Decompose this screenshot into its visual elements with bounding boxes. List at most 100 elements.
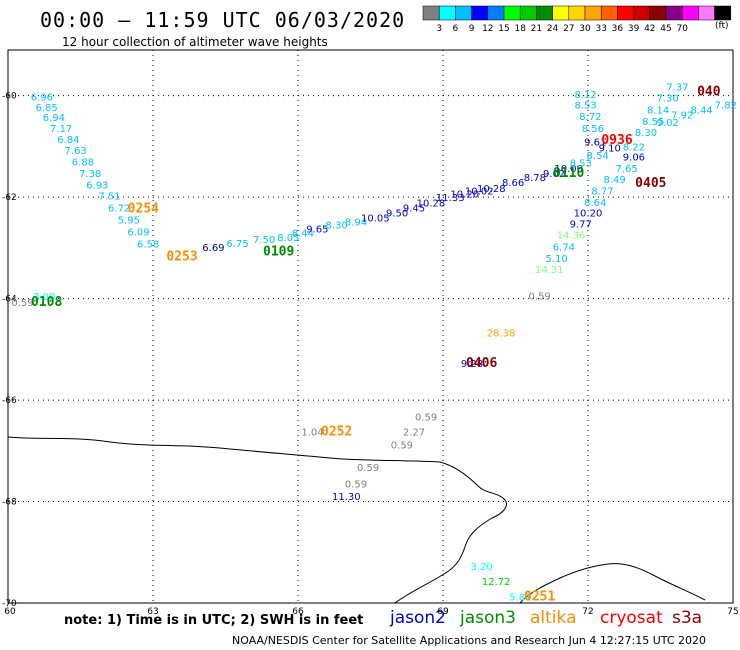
wave-height-value: 28.38	[487, 329, 516, 340]
pass-time-label: 040	[697, 85, 721, 100]
wave-height-value: 12.72	[482, 577, 511, 588]
wave-height-value: 6.88	[72, 158, 94, 169]
map-frame	[7, 49, 734, 604]
map-title: 00:00 – 11:59 UTC 06/03/2020	[40, 8, 406, 32]
wave-height-value: 7.63	[65, 146, 87, 157]
wave-height-value: 3.00	[33, 292, 55, 303]
wave-height-value: 6.84	[57, 135, 79, 146]
pass-time-label: 0252	[321, 425, 352, 440]
pass-time-label: 0406	[466, 356, 497, 371]
colorbar-swatch	[665, 5, 683, 21]
colorbar: 3 6 9 12 15 18 21 24 27 30 33 36 39 42 45 70	[422, 5, 732, 34]
wave-height-value: 6.94	[43, 113, 65, 124]
wave-height-value: 0.59	[391, 440, 413, 451]
lat-tick-label: -66	[2, 396, 17, 406]
lat-tick-label: -68	[2, 498, 17, 508]
colorbar-label: 24	[547, 24, 559, 34]
colorbar-swatch	[568, 5, 586, 21]
wave-height-value: 8.56	[582, 124, 604, 135]
mission-jason3: jason3	[460, 608, 516, 628]
wave-height-value: 10.20	[450, 190, 479, 201]
wave-height-value: 2.27	[403, 428, 425, 439]
wave-height-value: 8.30	[635, 128, 657, 139]
wave-height-value: 5.95	[118, 216, 140, 227]
wave-height-value: 9.06	[623, 153, 645, 164]
colorbar-label: 70	[676, 24, 688, 34]
wave-height-value: 6.75	[226, 239, 248, 250]
wave-height-value: 10.28	[417, 198, 446, 209]
axis-ticks: 60 63 66 69 72 75 -60 -62 -64 -66 -68 -70	[2, 92, 739, 617]
wave-height-value: 8.14	[647, 105, 669, 116]
coastline	[7, 436, 706, 604]
wave-height-value: 6.96	[31, 93, 53, 104]
wave-height-value: 10.00	[554, 164, 583, 175]
mission-s3a: s3a	[672, 608, 703, 628]
footer-credit: NOAA/NESDIS Center for Satellite Applica…	[232, 634, 707, 647]
pass-time-label: 0110	[553, 166, 584, 181]
wave-height-value: 8.66	[502, 178, 524, 189]
lon-tick-label: 63	[147, 607, 158, 617]
colorbar-label: 33	[595, 24, 606, 34]
colorbar-swatch	[714, 5, 732, 21]
colorbar-label: 9	[469, 24, 475, 34]
wave-height-value: 8.49	[603, 175, 625, 186]
wave-height-value: 6.69	[202, 243, 224, 254]
wave-height-value: 6.72	[108, 203, 130, 214]
wave-height-value: 9.45	[403, 203, 425, 214]
lon-tick-label: 66	[292, 607, 304, 617]
wave-height-value: 0.59	[345, 479, 367, 490]
lon-tick-label: 75	[727, 607, 738, 617]
colorbar-swatch	[519, 5, 537, 21]
pass-time-label: 0251	[524, 589, 555, 604]
lat-tick-label: -60	[2, 92, 17, 102]
wave-height-value: 7.65	[616, 164, 638, 175]
colorbar-label: 3	[436, 24, 442, 34]
wave-height-value: 7.92	[671, 110, 693, 121]
wave-height-value: 7.82	[715, 100, 737, 111]
colorbar-unit: (ft)	[715, 21, 729, 31]
wave-height-value: 8.64	[584, 198, 606, 209]
wave-height-value: 10.28	[477, 184, 506, 195]
pass-time-label: 0108	[31, 295, 62, 310]
wave-height-value: 6.85	[36, 103, 58, 114]
pass-time-labels: 0254 0253 0109 0108 0110 0936 0405 040 0406 0252 0…	[31, 85, 721, 605]
colorbar-swatch	[698, 5, 715, 21]
wave-height-value: 9.77	[570, 220, 592, 231]
colorbar-swatch	[438, 5, 456, 21]
colorbar-swatch	[455, 5, 472, 21]
wave-height-value: 9.61	[584, 137, 606, 148]
map-subtitle: 12 hour collection of altimeter wave hei…	[62, 35, 328, 49]
wave-height-value: 8.54	[587, 151, 609, 162]
colorbar-swatch	[617, 5, 634, 21]
wave-height-value: 5.10	[545, 254, 567, 265]
wave-height-value: 9.02	[657, 118, 679, 129]
colorbar-swatch	[487, 5, 505, 21]
wave-height-value: 0.59	[357, 463, 379, 474]
lon-tick-label: 69	[437, 607, 449, 617]
colorbar-label: 21	[531, 24, 542, 34]
colorbar-swatch	[633, 5, 651, 21]
footer-note: note: 1) Time is in UTC; 2) SWH is in fe…	[64, 613, 364, 628]
wave-height-value: 8.53	[570, 159, 592, 170]
colorbar-label: 12	[482, 24, 493, 34]
wave-height-value: 9.28	[461, 359, 483, 370]
wave-height-value: 0.59	[415, 412, 437, 423]
lat-tick-label: -64	[2, 295, 17, 305]
wave-height-value: 8.44	[292, 229, 314, 240]
wave-height-value: 7.38	[79, 169, 101, 180]
lat-tick-label: -70	[2, 599, 17, 609]
pass-time-label: 0109	[263, 244, 294, 259]
wave-height-value: 8.44	[690, 105, 712, 116]
mission-jason2: jason2	[390, 608, 446, 628]
pass-time-label: 0936	[601, 133, 632, 148]
wave-height-value: 8.94	[345, 218, 367, 229]
wave-height-value: 8.05	[277, 233, 299, 244]
colorbar-swatch	[600, 5, 618, 21]
wave-height-value: 8.78	[524, 173, 546, 184]
colorbar-swatch	[552, 5, 570, 21]
colorbar-label: 39	[628, 24, 640, 34]
colorbar-label: 27	[563, 24, 574, 34]
wave-height-value: 6.93	[86, 181, 108, 192]
wave-height-value: 0.59	[11, 298, 33, 309]
